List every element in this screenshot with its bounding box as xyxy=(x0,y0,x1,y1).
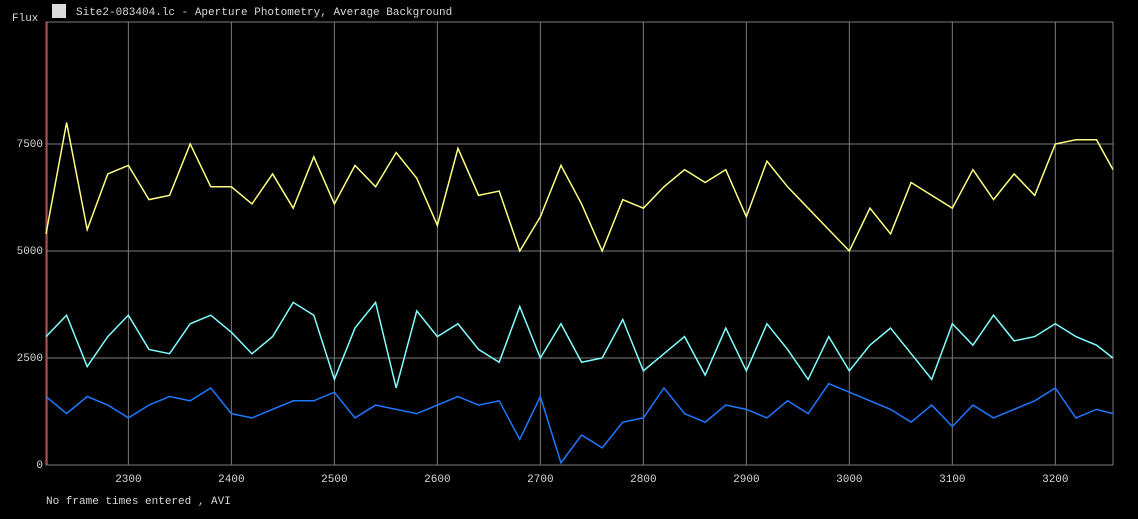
x-tick-label: 3000 xyxy=(836,474,862,486)
x-tick-label: 2800 xyxy=(630,474,656,486)
app-icon xyxy=(52,4,66,18)
plot-frame xyxy=(45,21,1114,466)
y-tick-label: 0 xyxy=(36,460,43,472)
x-tick-label: 2400 xyxy=(218,474,244,486)
y-tick-label: 2500 xyxy=(17,353,43,365)
chart-title: Site2-083404.lc - Aperture Photometry, A… xyxy=(76,7,452,19)
y-axis-label: Flux xyxy=(12,13,39,25)
x-tick-label: 2900 xyxy=(733,474,759,486)
footer-note: No frame times entered , AVI xyxy=(46,496,231,508)
x-tick-label: 2700 xyxy=(527,474,553,486)
y-tick-label: 7500 xyxy=(17,139,43,151)
y-tick-label: 5000 xyxy=(17,246,43,258)
series-line xyxy=(45,382,1114,465)
x-tick-label: 3200 xyxy=(1042,474,1068,486)
x-tick-label: 2500 xyxy=(321,474,347,486)
series-line xyxy=(45,122,1114,253)
series-line xyxy=(45,300,1114,389)
x-tick-label: 2600 xyxy=(424,474,450,486)
x-tick-label: 3100 xyxy=(939,474,965,486)
x-tick-label: 2300 xyxy=(115,474,141,486)
